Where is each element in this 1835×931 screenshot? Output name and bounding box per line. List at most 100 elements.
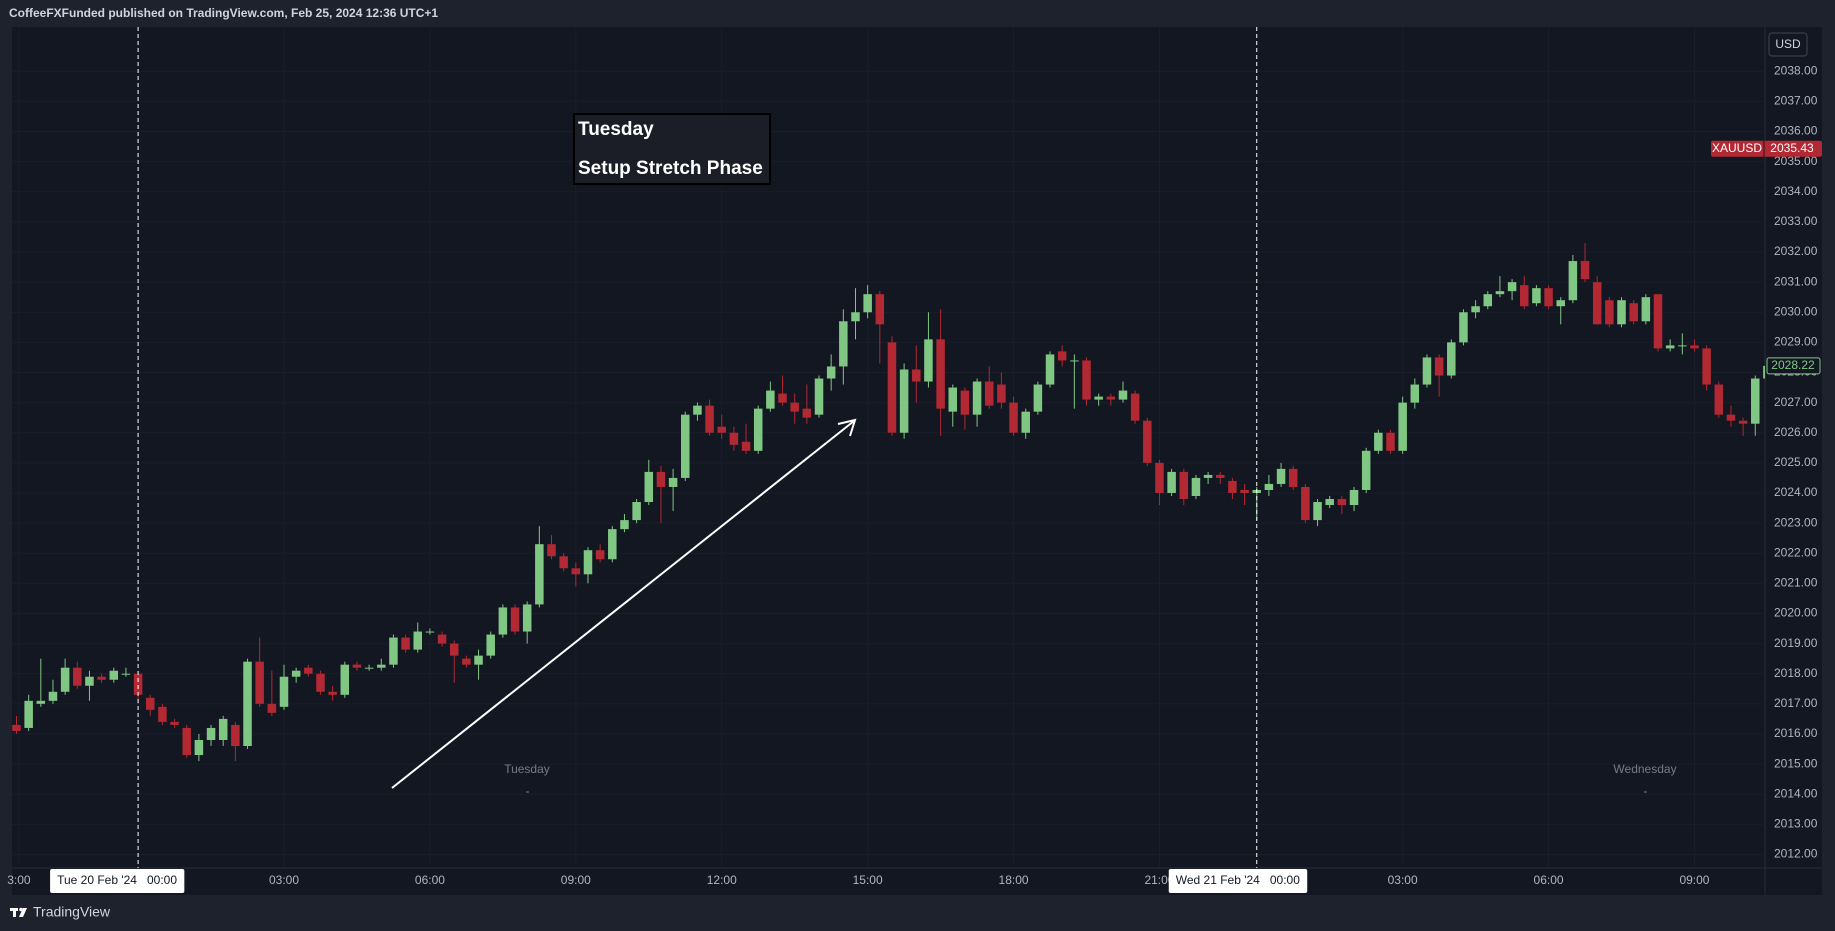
candle-body (1264, 483, 1274, 490)
x-marker-box (50, 869, 185, 893)
chart-panel (12, 27, 1822, 895)
y-tick-label: 2016.00 (1774, 726, 1818, 740)
y-tick-label: 2033.00 (1774, 214, 1818, 228)
y-tick-label: 2023.00 (1774, 515, 1818, 529)
y-tick-label: 2034.00 (1774, 184, 1818, 198)
candle-body (1398, 402, 1407, 451)
candle-body (1714, 384, 1724, 415)
candle-body (1374, 432, 1383, 451)
candle-body (1629, 303, 1638, 322)
candle-body (1665, 345, 1675, 349)
candle-body (1094, 396, 1103, 400)
currency-label[interactable]: USD (1775, 37, 1801, 51)
candle-body (60, 667, 70, 692)
candle-body (462, 658, 471, 665)
candle-body (413, 631, 423, 650)
candle-body (1130, 393, 1140, 421)
candle-body (912, 369, 921, 382)
candle-body (316, 673, 325, 692)
candle-body (1641, 297, 1651, 322)
candle-body (559, 556, 568, 569)
candle-body (1617, 300, 1626, 325)
candle-body (620, 520, 629, 530)
candle-body (1568, 261, 1578, 301)
currency-button[interactable] (1768, 32, 1808, 57)
x-tick-label: 18:00 (999, 873, 1029, 887)
arrow (391, 420, 855, 789)
y-tick-label: 2037.00 (1774, 94, 1818, 108)
candle-body (1045, 354, 1055, 385)
candle-body (972, 381, 982, 415)
candle-body (899, 369, 909, 433)
x-tick-label: 15:00 (853, 873, 883, 887)
candle-body (1118, 390, 1128, 400)
y-tick-label: 2012.00 (1774, 847, 1818, 861)
candle-body (1021, 411, 1030, 433)
candle-body (1203, 474, 1213, 478)
candle-body (608, 529, 617, 560)
candle-body (437, 634, 447, 644)
candle-body (1337, 499, 1347, 506)
candle-body (924, 339, 933, 382)
candle-body (1216, 474, 1225, 478)
candle-body (535, 544, 544, 605)
candle-body (1288, 468, 1298, 487)
candle-body (681, 414, 690, 478)
candle-body (1082, 360, 1091, 400)
candle-body (1057, 351, 1067, 361)
candle-body (1751, 378, 1760, 424)
y-tick-label: 2017.00 (1774, 696, 1818, 710)
header: CoffeeFXFunded published on TradingView.… (9, 6, 438, 20)
candle-body (887, 342, 897, 433)
candle-body (85, 676, 94, 686)
candle-body (1434, 357, 1444, 376)
candle-body (498, 607, 508, 635)
brand-logo (10, 907, 27, 917)
candle-body (1653, 294, 1663, 349)
price-tag-value: 2035.43 (1770, 141, 1814, 155)
candle-body (1228, 480, 1237, 493)
candle-body (1459, 312, 1468, 343)
candle-body (109, 670, 119, 680)
candle-body (936, 339, 945, 409)
candle-body (766, 390, 775, 409)
candle-body (693, 405, 702, 415)
candle-body (1471, 306, 1480, 313)
candle-body (170, 721, 179, 725)
y-tick-label: 2022.00 (1774, 545, 1818, 559)
candle-body (656, 471, 666, 487)
candle-body (218, 718, 228, 740)
candle-body (1240, 489, 1249, 493)
y-tick-label: 2019.00 (1774, 636, 1818, 650)
candle-body (705, 405, 714, 433)
x-tick-label: 09:00 (561, 873, 591, 887)
candle-body (12, 724, 21, 731)
candle-body (1592, 282, 1602, 325)
candle-body (1556, 300, 1565, 307)
candle-body (1763, 365, 1765, 379)
candle-body (741, 441, 751, 451)
candle-body (1580, 261, 1590, 280)
x-tick-label: 3:00 (7, 873, 31, 887)
candle-body (1410, 384, 1420, 403)
y-tick-label: 2025.00 (1774, 455, 1818, 469)
session-label: Wednesday (1613, 762, 1676, 776)
candle-body (328, 691, 337, 695)
candle-body (255, 661, 264, 704)
candle-body (595, 550, 605, 560)
candle-body (826, 366, 836, 379)
candle-body (583, 550, 593, 575)
candle-body (997, 384, 1006, 403)
candle-body (1301, 486, 1310, 521)
candle-body (1155, 462, 1164, 493)
candle-body (133, 673, 143, 695)
candle-body (401, 637, 410, 650)
candle-body (48, 691, 58, 701)
candle-body (121, 673, 131, 675)
candle-body (1544, 288, 1553, 307)
annotation-text: Tuesday (578, 119, 654, 140)
candle-body (1070, 360, 1079, 362)
x-tick-label: 09:00 (1679, 873, 1709, 887)
arrow-head (837, 418, 857, 437)
